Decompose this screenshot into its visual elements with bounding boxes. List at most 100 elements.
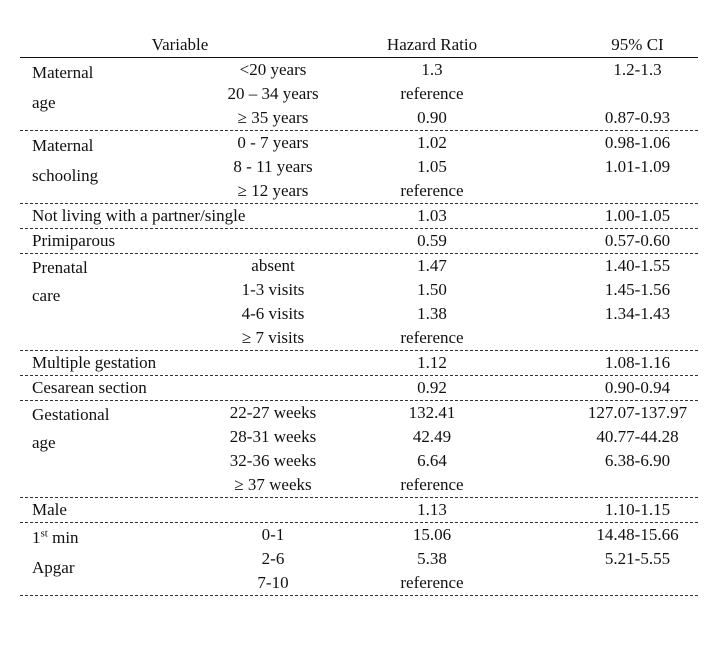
table-header: Variable Hazard Ratio 95% CI xyxy=(20,33,698,58)
variable-label-line: 1st min xyxy=(32,527,79,547)
hazard-ratio-cell: 1.12 xyxy=(417,353,447,372)
variable-label-line: age xyxy=(32,93,56,112)
hazard-ratio-cell: reference xyxy=(400,475,464,494)
table-row: 0.59 0.57-0.60 xyxy=(20,229,698,253)
hazard-ratio-cell: 1.05 xyxy=(417,157,447,176)
hazard-ratio-cell: 5.38 xyxy=(417,549,447,568)
subcategory-cell: absent xyxy=(251,256,295,275)
variable-label: Primiparous xyxy=(32,229,115,253)
table-row: 28-31 weeks 42.49 40.77-44.28 xyxy=(20,425,698,449)
table-group: <20 years 1.3 1.2-1.3 20 – 34 years referenc… xyxy=(20,58,698,131)
hazard-ratio-table: Variable Hazard Ratio 95% CI <20 years 1.… xyxy=(20,33,698,596)
ci-cell: 14.48-15.66 xyxy=(596,525,679,544)
subcategory-cell: ≥ 7 visits xyxy=(241,328,305,347)
variable-label-line: Not living with a partner/single xyxy=(32,206,246,225)
hazard-ratio-cell: 1.38 xyxy=(417,304,447,323)
variable-label: Maternal schooling xyxy=(32,131,98,191)
hazard-ratio-cell: reference xyxy=(400,84,464,103)
table-row: ≥ 35 years 0.90 0.87-0.93 xyxy=(20,106,698,130)
hazard-ratio-cell: reference xyxy=(400,573,464,592)
variable-label-line: schooling xyxy=(32,166,99,185)
hazard-ratio-cell: 0.92 xyxy=(417,378,447,397)
subcategory-cell: 4-6 visits xyxy=(241,304,305,323)
table-group: 1.13 1.10-1.15 Male xyxy=(20,498,698,523)
variable-label-line: Multiple gestation xyxy=(32,353,157,372)
variable-label-line: Prenatal xyxy=(32,258,88,277)
variable-label: Multiple gestation xyxy=(32,351,156,375)
hazard-ratio-cell: 1.02 xyxy=(417,133,447,152)
subcategory-cell: ≥ 37 weeks xyxy=(234,475,312,494)
variable-label: 1st min Apgar xyxy=(32,523,79,583)
hazard-ratio-cell: 132.41 xyxy=(408,403,456,422)
hazard-ratio-cell: 1.50 xyxy=(417,280,447,299)
table-row: 1-3 visits 1.50 1.45-1.56 xyxy=(20,278,698,302)
ci-cell: 0.57-0.60 xyxy=(604,231,671,250)
variable-label-line: care xyxy=(32,286,61,305)
table-row: 4-6 visits 1.38 1.34-1.43 xyxy=(20,302,698,326)
table-group: 0 - 7 years 1.02 0.98-1.06 8 - 11 years 1.05… xyxy=(20,131,698,204)
hazard-ratio-cell: 42.49 xyxy=(412,427,452,446)
table-row: absent 1.47 1.40-1.55 xyxy=(20,254,698,278)
ci-cell: 40.77-44.28 xyxy=(596,427,679,446)
hazard-ratio-cell: 1.3 xyxy=(421,60,443,79)
table-group: 0.59 0.57-0.60 Primiparous xyxy=(20,229,698,254)
variable-label-line: Maternal xyxy=(32,63,94,82)
table-group: 0.92 0.90-0.94 Cesarean section xyxy=(20,376,698,401)
ci-cell: 0.87-0.93 xyxy=(604,108,671,127)
header-hazard-ratio: Hazard Ratio xyxy=(386,35,478,54)
table-row: ≥ 7 visits reference xyxy=(20,326,698,350)
variable-label-line: Cesarean section xyxy=(32,378,147,397)
hazard-ratio-cell: reference xyxy=(400,328,464,347)
ci-cell: 0.90-0.94 xyxy=(604,378,671,397)
table-row: 2-6 5.38 5.21-5.55 xyxy=(20,547,698,571)
variable-label-line: Gestational xyxy=(32,405,110,424)
ci-cell: 1.00-1.05 xyxy=(604,206,671,225)
hazard-ratio-cell: 0.90 xyxy=(417,108,447,127)
subcategory-cell: 8 - 11 years xyxy=(233,157,313,176)
subcategory-cell: 0 - 7 years xyxy=(237,133,309,152)
hazard-ratio-cell: 15.06 xyxy=(412,525,452,544)
table-row: 22-27 weeks 132.41 127.07-137.97 xyxy=(20,401,698,425)
subcategory-cell: <20 years xyxy=(239,60,307,79)
table-row: 0-1 15.06 14.48-15.66 xyxy=(20,523,698,547)
variable-label-line: Male xyxy=(32,500,67,519)
ci-cell: 127.07-137.97 xyxy=(587,403,688,422)
hazard-ratio-cell: 1.03 xyxy=(417,206,447,225)
subcategory-cell: 22-27 weeks xyxy=(229,403,317,422)
variable-label: Cesarean section xyxy=(32,376,147,400)
subcategory-cell: 7-10 xyxy=(257,573,289,592)
subcategory-cell: 20 – 34 years xyxy=(227,84,319,103)
table-group: 1.03 1.00-1.05 Not living with a partner/s… xyxy=(20,204,698,229)
table-row: <20 years 1.3 1.2-1.3 xyxy=(20,58,698,82)
table-row: 32-36 weeks 6.64 6.38-6.90 xyxy=(20,449,698,473)
ci-cell: 1.10-1.15 xyxy=(604,500,671,519)
table-row: 1.13 1.10-1.15 xyxy=(20,498,698,522)
table-row: ≥ 12 years reference xyxy=(20,179,698,203)
ci-cell: 1.01-1.09 xyxy=(604,157,671,176)
header-variable: Variable xyxy=(151,35,209,54)
table-row: 0.92 0.90-0.94 xyxy=(20,376,698,400)
variable-label-line: Apgar xyxy=(32,558,75,577)
table-group: 0-1 15.06 14.48-15.66 2-6 5.38 5.21-5.55 7-10 r… xyxy=(20,523,698,596)
variable-label-line: Maternal xyxy=(32,136,94,155)
subcategory-cell: 0-1 xyxy=(261,525,285,544)
table-body: <20 years 1.3 1.2-1.3 20 – 34 years referenc… xyxy=(20,58,698,596)
variable-label: Not living with a partner/single xyxy=(32,204,245,228)
subcategory-cell: 1-3 visits xyxy=(241,280,305,299)
hazard-ratio-cell: 1.47 xyxy=(417,256,447,275)
ci-cell: 1.40-1.55 xyxy=(604,256,671,275)
variable-label: Maternal age xyxy=(32,58,93,118)
hazard-ratio-cell: 0.59 xyxy=(417,231,447,250)
variable-label: Male xyxy=(32,498,67,522)
subcategory-cell: 28-31 weeks xyxy=(229,427,317,446)
table-group: 22-27 weeks 132.41 127.07-137.97 28-31 week… xyxy=(20,401,698,498)
variable-label: Prenatal care xyxy=(32,254,88,310)
header-ci: 95% CI xyxy=(611,35,664,54)
ci-cell: 6.38-6.90 xyxy=(604,451,671,470)
table-row: 0 - 7 years 1.02 0.98-1.06 xyxy=(20,131,698,155)
table-row: 7-10 reference xyxy=(20,571,698,595)
subcategory-cell: ≥ 35 years xyxy=(237,108,309,127)
table-row: 20 – 34 years reference xyxy=(20,82,698,106)
table-row: 8 - 11 years 1.05 1.01-1.09 xyxy=(20,155,698,179)
hazard-ratio-cell: reference xyxy=(400,181,464,200)
